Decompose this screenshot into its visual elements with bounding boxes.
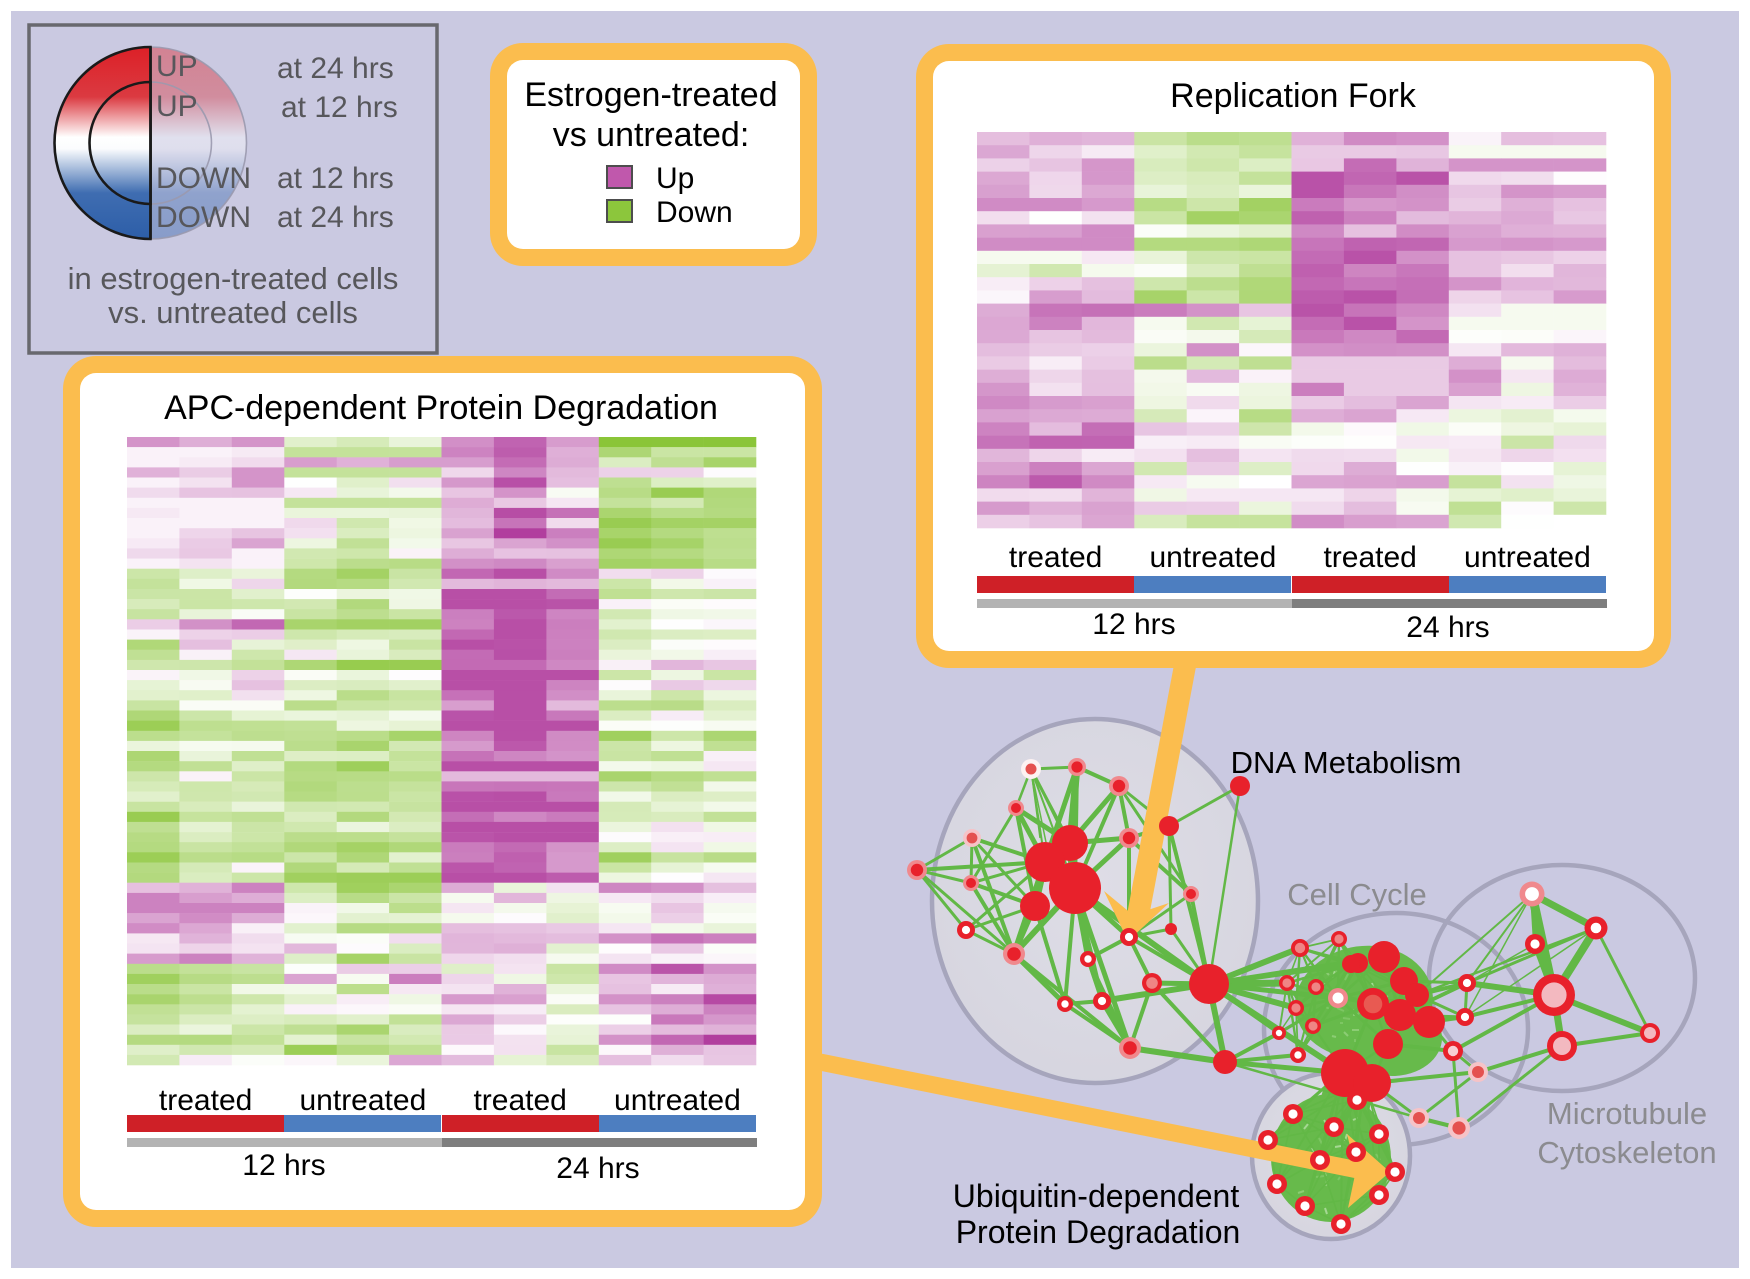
svg-text:Cytoskeleton: Cytoskeleton [1537,1135,1716,1170]
svg-text:Ubiquitin-dependent: Ubiquitin-dependent [953,1178,1240,1214]
svg-text:DOWN: DOWN [156,162,251,195]
svg-text:vs. untreated cells: vs. untreated cells [108,295,358,330]
svg-text:untreated: untreated [1464,541,1591,574]
svg-text:Down: Down [656,196,733,229]
svg-text:12 hrs: 12 hrs [242,1149,325,1182]
svg-text:in estrogen-treated cells: in estrogen-treated cells [68,261,399,296]
svg-text:at 12 hrs: at 12 hrs [277,162,394,195]
svg-text:12 hrs: 12 hrs [1092,608,1175,641]
svg-text:at 12 hrs: at 12 hrs [281,91,398,124]
svg-text:treated: treated [159,1084,252,1117]
svg-text:Microtubule: Microtubule [1547,1096,1707,1131]
svg-text:at 24 hrs: at 24 hrs [277,201,394,234]
svg-text:UP: UP [156,50,198,83]
svg-text:untreated: untreated [614,1084,741,1117]
svg-text:treated: treated [1323,541,1416,574]
svg-text:untreated: untreated [299,1084,426,1117]
svg-text:APC-dependent Protein Degradat: APC-dependent Protein Degradation [164,389,718,427]
svg-text:Replication Fork: Replication Fork [1170,77,1417,115]
svg-text:vs untreated:: vs untreated: [553,116,750,154]
svg-text:untreated: untreated [1149,541,1276,574]
svg-text:DOWN: DOWN [156,201,251,234]
svg-text:treated: treated [1009,541,1102,574]
svg-text:Estrogen-treated: Estrogen-treated [524,76,777,114]
svg-text:Cell Cycle: Cell Cycle [1287,877,1427,912]
svg-text:DNA Metabolism: DNA Metabolism [1231,745,1462,780]
svg-text:24 hrs: 24 hrs [1406,611,1489,644]
svg-text:UP: UP [156,90,198,123]
svg-text:Up: Up [656,162,694,195]
svg-text:24 hrs: 24 hrs [556,1152,639,1185]
svg-text:treated: treated [473,1084,566,1117]
svg-text:at 24 hrs: at 24 hrs [277,52,394,85]
svg-text:Protein Degradation: Protein Degradation [956,1214,1241,1250]
